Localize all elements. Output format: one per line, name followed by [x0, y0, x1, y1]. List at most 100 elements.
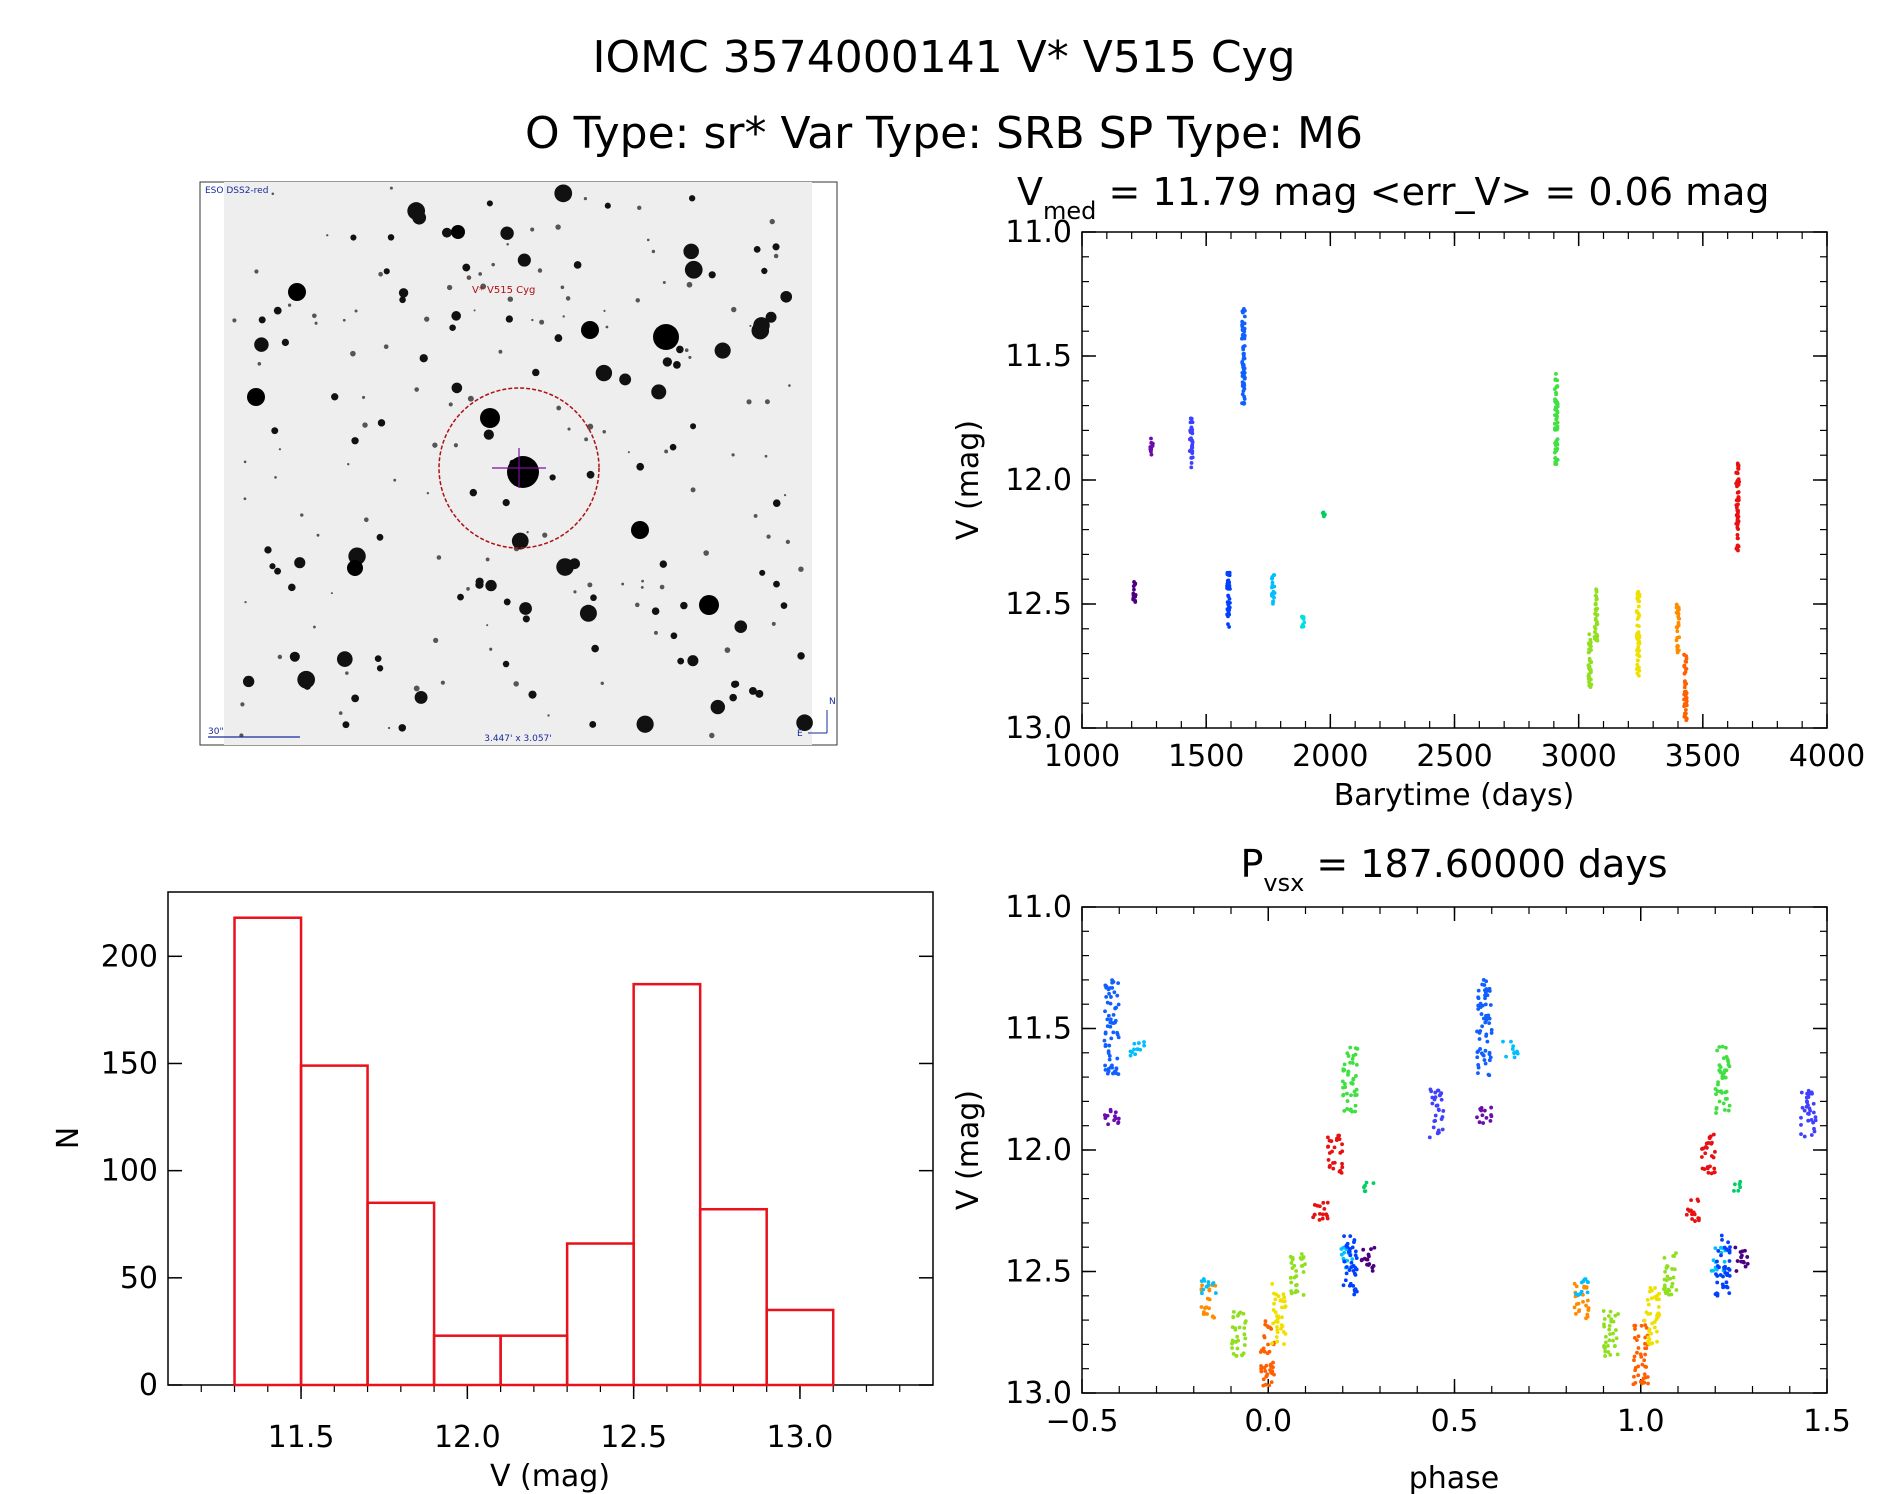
- phased-point: [1137, 1041, 1141, 1045]
- phased-point: [1613, 1328, 1618, 1332]
- phased-point: [1639, 1323, 1644, 1328]
- star: [289, 651, 300, 662]
- star: [354, 309, 358, 313]
- phased-point: [1717, 1099, 1722, 1104]
- star: [466, 587, 470, 591]
- lightcurve-point: [1636, 615, 1641, 620]
- phased-point: [1340, 1079, 1345, 1084]
- phased-point: [1799, 1090, 1804, 1095]
- lightcurve-point: [1586, 650, 1591, 655]
- phased-point: [1105, 1017, 1110, 1022]
- phased-point: [1695, 1197, 1700, 1202]
- phased-point: [1351, 1076, 1356, 1081]
- lightcurve-point: [1225, 586, 1229, 591]
- phased-point: [1212, 1315, 1217, 1320]
- star: [232, 318, 237, 323]
- star: [451, 382, 463, 394]
- bright-star: [631, 521, 649, 539]
- phased-point: [1693, 1219, 1697, 1223]
- lightcurve-point: [1736, 466, 1740, 471]
- lightcurve-point: [1552, 421, 1557, 426]
- phased-point: [1719, 1253, 1723, 1258]
- star: [714, 342, 731, 359]
- phased-point: [1665, 1264, 1669, 1268]
- phased-point: [1487, 1021, 1492, 1026]
- phased-point: [1112, 990, 1117, 995]
- star: [595, 364, 613, 382]
- phased-point: [1240, 1353, 1245, 1358]
- star: [480, 283, 487, 290]
- phased-ylabel: V (mag): [951, 1090, 986, 1210]
- star: [785, 539, 791, 545]
- star: [383, 344, 389, 349]
- phased-point: [1301, 1255, 1306, 1259]
- phased-point: [1370, 1268, 1375, 1273]
- star: [387, 234, 395, 241]
- phased-point: [1644, 1325, 1649, 1330]
- star: [783, 494, 787, 497]
- phased-point: [1230, 1341, 1234, 1346]
- star: [627, 451, 630, 454]
- phased-point: [1711, 1155, 1716, 1160]
- star: [277, 654, 283, 660]
- lightcurve-title-rest: = 11.79 mag <err_V> = 0.06 mag: [1096, 170, 1769, 214]
- phased-point: [1362, 1189, 1367, 1193]
- phased-point: [1576, 1293, 1581, 1297]
- star: [457, 593, 464, 601]
- phased-point: [1607, 1327, 1612, 1332]
- phased-point: [1108, 1024, 1113, 1029]
- lightcurve-point: [1587, 665, 1592, 670]
- phased-point: [1809, 1133, 1814, 1137]
- lightcurve-point: [1682, 652, 1686, 657]
- lightcurve-point: [1553, 456, 1558, 460]
- figure-subtitle: O Type: sr* Var Type: SRB SP Type: M6: [525, 108, 1363, 159]
- phased-point: [1669, 1284, 1674, 1289]
- phased-point: [1489, 1113, 1493, 1117]
- phased-point: [1364, 1257, 1369, 1262]
- star: [362, 422, 368, 428]
- lightcurve-point: [1190, 431, 1195, 436]
- phased-point: [1132, 1041, 1137, 1046]
- lightcurve-point: [1240, 309, 1245, 314]
- lightcurve-point: [1240, 336, 1244, 341]
- phased-point: [1488, 1003, 1493, 1007]
- phased-point: [1585, 1298, 1590, 1303]
- phased-point: [1643, 1364, 1648, 1369]
- phased-point: [1341, 1245, 1346, 1250]
- lightcurve-point: [1226, 572, 1231, 577]
- phased-point: [1670, 1281, 1675, 1286]
- star: [584, 437, 589, 442]
- phased-point: [1269, 1326, 1274, 1331]
- star: [507, 296, 514, 302]
- phased-point: [1475, 1055, 1480, 1060]
- phased-point: [1345, 1091, 1349, 1096]
- phased-point: [1640, 1362, 1645, 1367]
- phased-point: [1327, 1138, 1332, 1143]
- phased-point: [1484, 1018, 1489, 1022]
- star: [419, 354, 428, 363]
- phased-point: [1282, 1305, 1287, 1310]
- phased-point: [1713, 1246, 1718, 1250]
- phased-point: [1433, 1090, 1438, 1095]
- star: [243, 460, 247, 464]
- lightcurve-point: [1189, 436, 1193, 441]
- phased-point: [1348, 1108, 1352, 1112]
- star: [547, 714, 550, 717]
- star: [500, 226, 514, 240]
- phased-point: [1643, 1341, 1647, 1346]
- phased-point: [1321, 1212, 1325, 1217]
- phased-point: [1343, 1278, 1348, 1283]
- phased-point: [1235, 1346, 1240, 1351]
- phased-point: [1299, 1264, 1304, 1268]
- phased-point: [1278, 1298, 1283, 1303]
- lightcurve-point: [1637, 624, 1641, 629]
- phased-point: [1109, 995, 1113, 999]
- phased-point: [1352, 1238, 1357, 1242]
- star: [350, 234, 357, 241]
- phased-point: [1732, 1182, 1737, 1187]
- star: [449, 324, 456, 332]
- star: [565, 296, 571, 301]
- phased-point: [1648, 1286, 1653, 1290]
- phased-point: [1348, 1234, 1353, 1238]
- lightcurve-point: [1189, 461, 1194, 465]
